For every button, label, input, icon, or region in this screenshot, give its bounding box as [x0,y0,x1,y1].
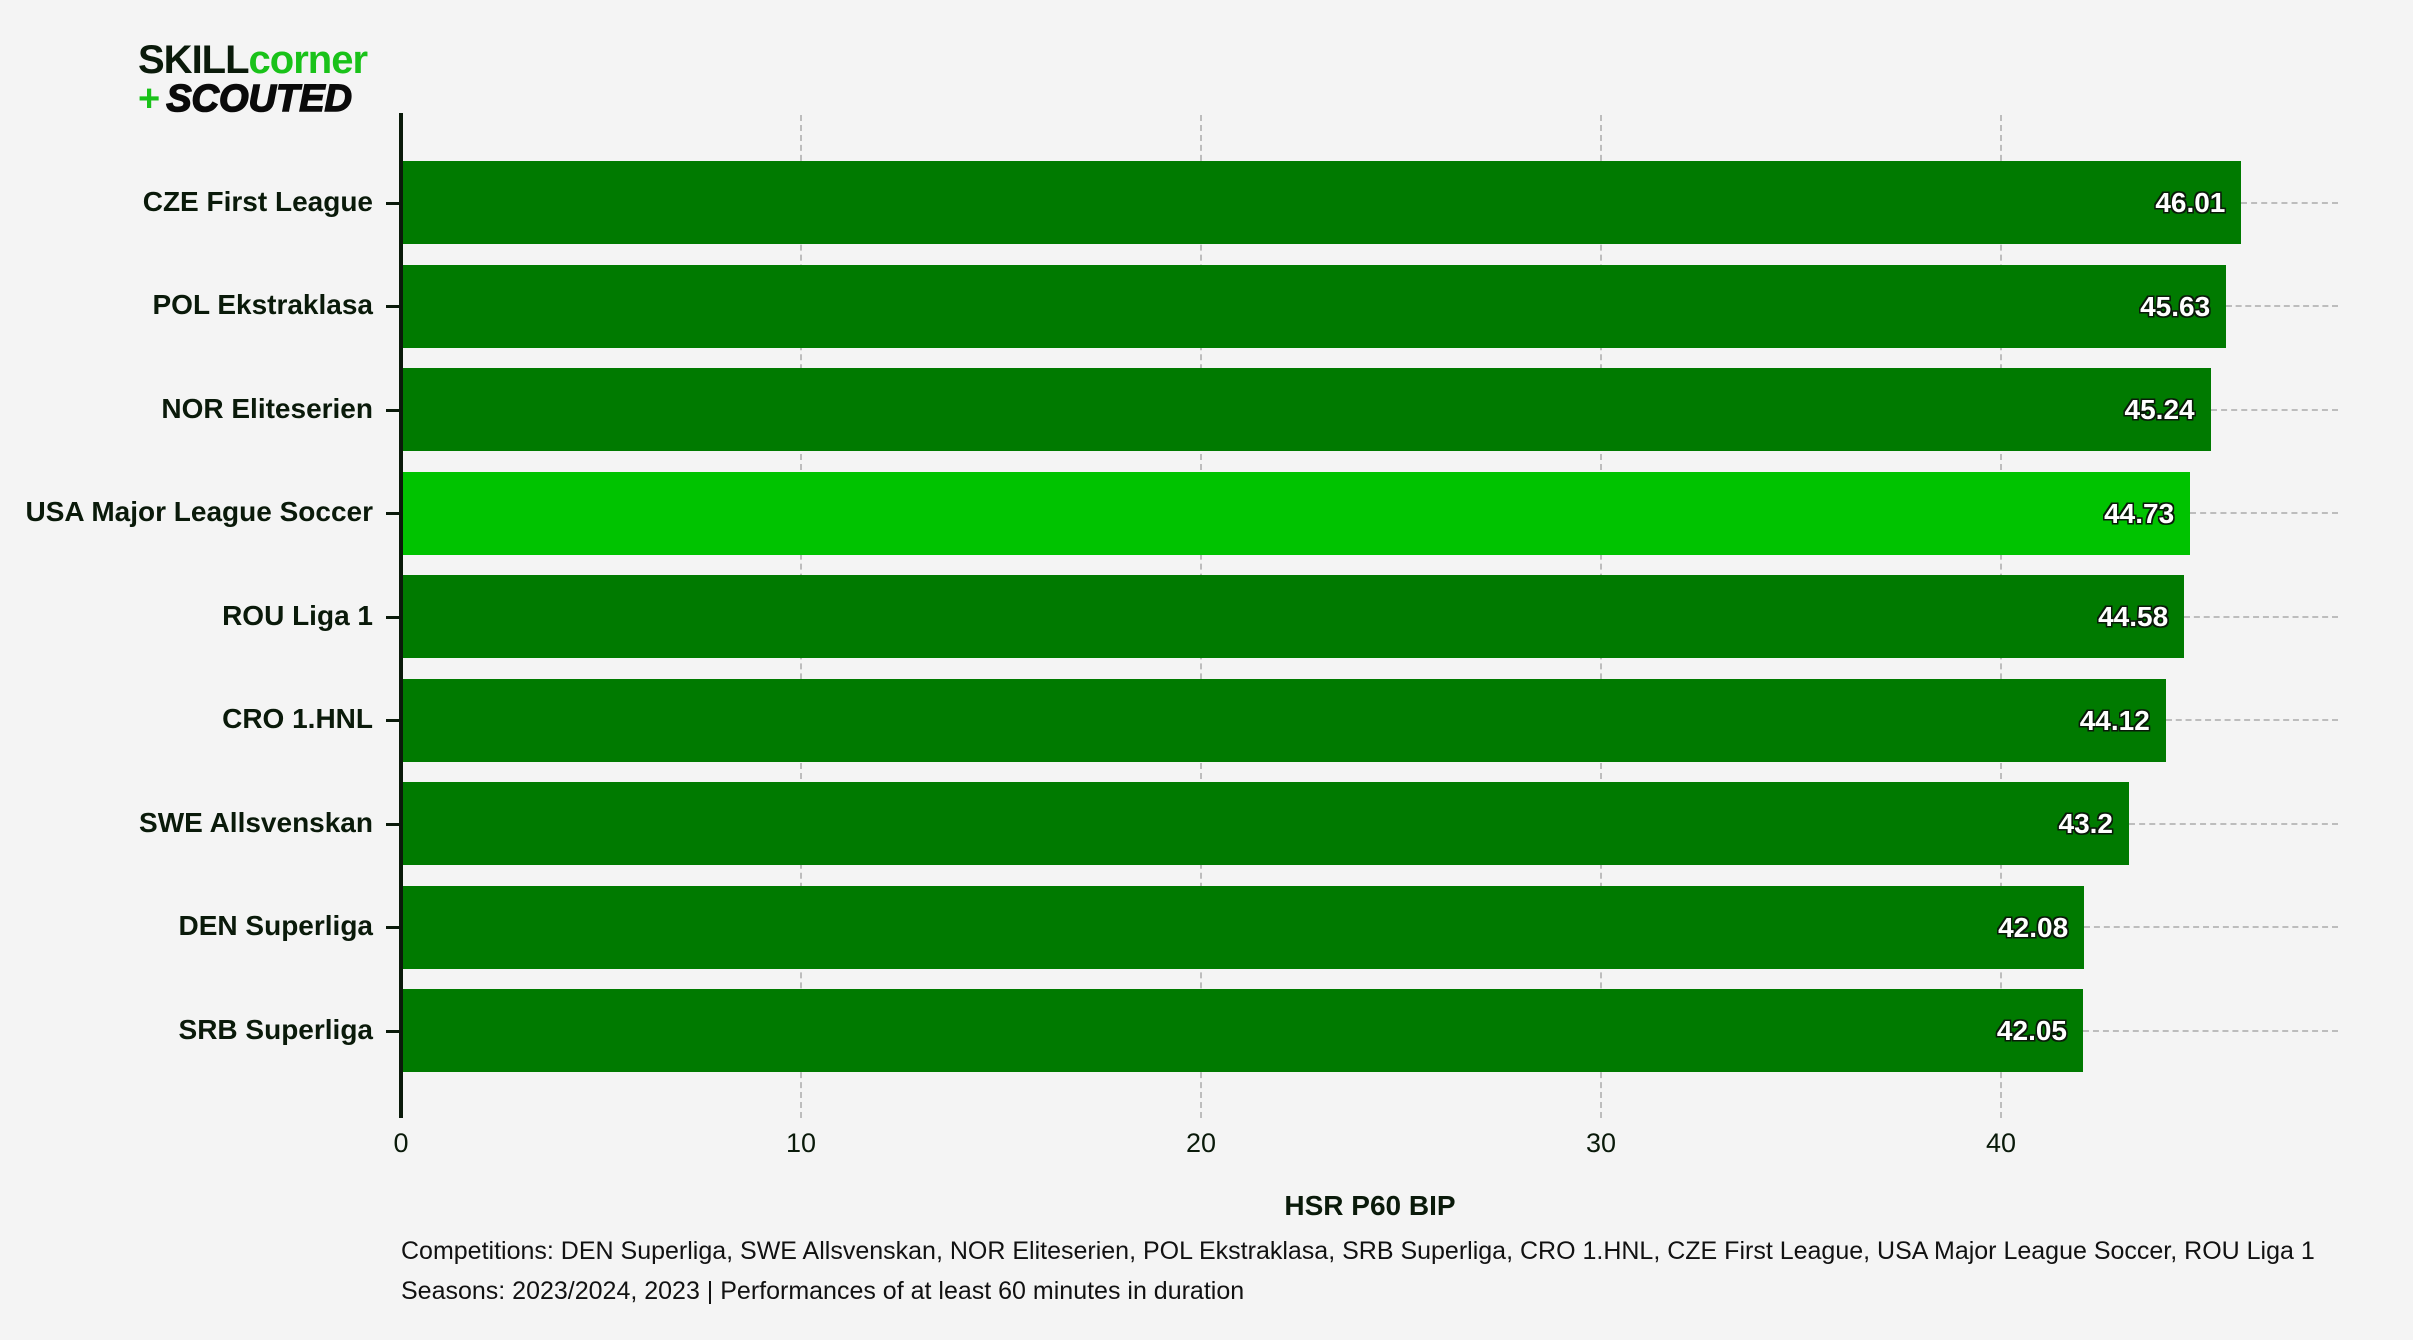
logo-skill-text: SKILL [138,38,250,82]
x-axis-title: HSR P60 BIP [1284,1190,1456,1221]
y-category-label: SRB Superliga [178,1013,373,1045]
bar: 43.2 [401,782,2129,865]
y-tick [386,408,401,412]
y-tick [386,305,401,308]
bar-value-label: 45.24 [2124,394,2195,425]
x-tick-label: 40 [1985,1128,2017,1158]
y-category-label: NOR Eliteserien [161,392,373,424]
logo-scouted-text: SCOUTED [165,78,352,120]
y-tick [386,615,401,619]
value-guide-line [2210,408,2338,411]
bar: 46.01 [401,161,2242,244]
bar: 44.73 [401,471,2191,555]
value-guide-line [2165,719,2338,721]
footnote-competitions: Competitions: DEN Superliga, SWE Allsven… [401,1237,2315,1265]
y-category-label: DEN Superliga [178,910,373,941]
bar-value-label: 46.01 [2155,187,2226,218]
x-tick-label: 20 [1185,1128,1217,1158]
value-guide-line [2226,305,2338,307]
y-category-label: POL Ekstraklasa [152,289,373,320]
bar-value-label: 42.05 [1996,1015,2067,1046]
bar-value-label: 44.73 [2104,497,2175,529]
bar-value-label: 45.63 [2140,290,2211,322]
y-tick [386,1029,401,1033]
bar-value-label: 44.58 [2098,601,2169,632]
logo-line-scouted: + SCOUTED [138,78,367,120]
x-tick-label: 10 [785,1128,817,1158]
value-guide-line [2084,926,2338,928]
y-tick [386,926,401,929]
value-guide-line [2241,201,2338,204]
logo-corner-text: corner [248,38,368,82]
bar: 45.63 [401,264,2227,348]
y-tick [386,512,401,515]
value-guide-line [2190,512,2338,514]
footnote-seasons: Seasons: 2023/2024, 2023 | Performances … [401,1277,1245,1305]
bar: 44.12 [401,678,2166,762]
x-tick-label: 30 [1585,1128,1617,1158]
y-tick [386,822,401,826]
value-guide-line [2083,1029,2338,1032]
plus-icon: + [138,78,161,120]
skillcorner-scouted-logo: SKILLcorner + SCOUTED [138,40,368,120]
y-category-label: CRO 1.HNL [222,703,373,734]
bar: 42.05 [401,989,2083,1072]
y-category-label: CZE First League [142,185,373,217]
y-tick [386,201,401,205]
y-category-label: SWE Allsvenskan [139,806,373,838]
value-guide-line [2184,615,2338,618]
y-tick [386,719,401,722]
x-tick-label: 0 [393,1128,409,1158]
y-axis-line [399,113,403,1118]
logo-line-skillcorner: SKILLcorner [138,40,368,80]
bar-value-label: 43.2 [2058,808,2114,839]
y-category-label: ROU Liga 1 [222,599,373,631]
bar: 42.08 [401,885,2085,969]
bar-value-label: 44.12 [2079,704,2150,736]
bar: 44.58 [401,575,2185,658]
bar: 45.24 [401,368,2211,451]
value-guide-line [2129,822,2338,825]
y-category-label: USA Major League Soccer [25,496,373,527]
bar-value-label: 42.08 [1998,911,2069,943]
